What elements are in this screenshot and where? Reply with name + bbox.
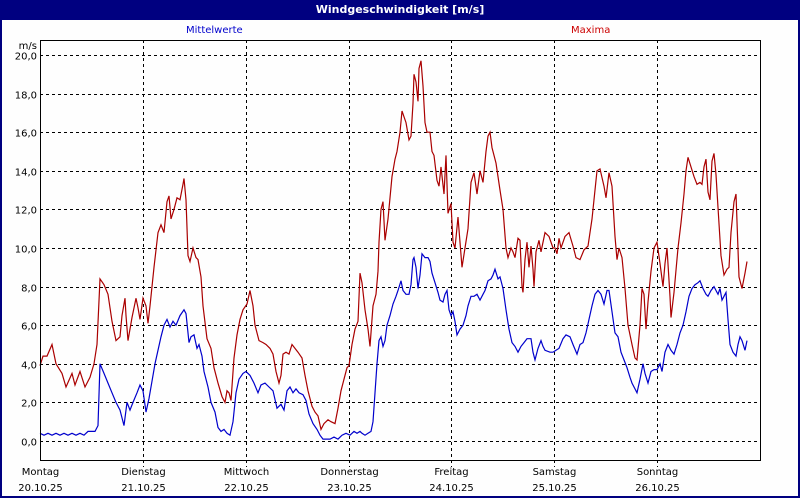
y-tick-label: 10,0 <box>15 245 37 256</box>
x-tick-date: 23.10.25 <box>327 483 372 494</box>
x-tick-date: 21.10.25 <box>121 483 166 494</box>
y-tick-label: 16,0 <box>15 129 37 140</box>
y-tick-label: 8,0 <box>21 284 37 295</box>
y-tick-label: 20,0 <box>15 52 37 63</box>
chart-title: Windgeschwindigkeit [m/s] <box>0 0 800 20</box>
x-tick-day: Samstag <box>533 467 577 478</box>
y-unit-label: m/s <box>19 41 37 52</box>
y-tick-label: 2,0 <box>21 399 37 410</box>
plot-frame <box>40 40 761 461</box>
legend-mean: Mittelwerte <box>186 25 243 36</box>
x-tick-day: Donnerstag <box>320 467 378 478</box>
y-axis: 0,0 2,0 4,0 6,0 8,0 10,0 12,0 14,0 16,0 18,0 20,0m… <box>15 41 37 449</box>
x-tick-date: 26.10.25 <box>635 483 680 494</box>
y-tick-label: 0,0 <box>21 438 37 449</box>
x-tick-date: 25.10.25 <box>532 483 577 494</box>
x-tick-day: Dienstag <box>121 467 166 478</box>
series-maxima-line <box>39 60 748 432</box>
y-tick-label: 4,0 <box>21 361 37 372</box>
y-tick-label: 14,0 <box>15 168 37 179</box>
x-tick-date: 20.10.25 <box>18 483 63 494</box>
y-tick-label: 6,0 <box>21 322 37 333</box>
x-tick-day: Montag <box>22 467 59 478</box>
x-tick-date: 22.10.25 <box>224 483 269 494</box>
y-tick-label: 12,0 <box>15 206 37 217</box>
x-axis: Montag 20.10.25 Dienstag 21.10.25 Mittwoch 22… <box>18 467 680 494</box>
x-tick-day: Freitag <box>434 467 468 478</box>
series-mittelwerte-line <box>39 252 748 440</box>
legend-max: Maxima <box>571 25 611 36</box>
x-tick-day: Mittwoch <box>224 467 269 478</box>
x-tick-date: 24.10.25 <box>429 483 474 494</box>
y-tick-label: 18,0 <box>15 91 37 102</box>
x-tick-day: Sonntag <box>637 467 679 478</box>
